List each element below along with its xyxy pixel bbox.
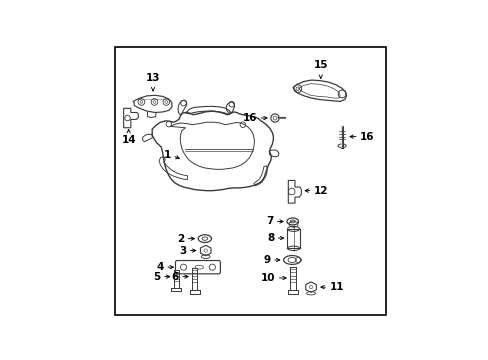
Text: 8: 8	[266, 233, 274, 243]
Text: 16: 16	[242, 113, 257, 123]
Text: 16: 16	[359, 132, 374, 141]
Text: 5: 5	[153, 271, 160, 282]
Text: 2: 2	[177, 234, 183, 244]
Text: 15: 15	[313, 60, 327, 70]
Text: 10: 10	[260, 273, 275, 283]
Text: 3: 3	[179, 246, 186, 256]
Text: 7: 7	[265, 216, 273, 226]
Text: 9: 9	[263, 255, 270, 265]
Text: 1: 1	[163, 150, 170, 159]
Text: 13: 13	[145, 73, 160, 84]
Text: 6: 6	[171, 271, 179, 282]
Text: 11: 11	[329, 282, 344, 292]
Text: 12: 12	[313, 186, 327, 196]
Text: 14: 14	[121, 135, 136, 145]
Text: 4: 4	[156, 262, 163, 272]
